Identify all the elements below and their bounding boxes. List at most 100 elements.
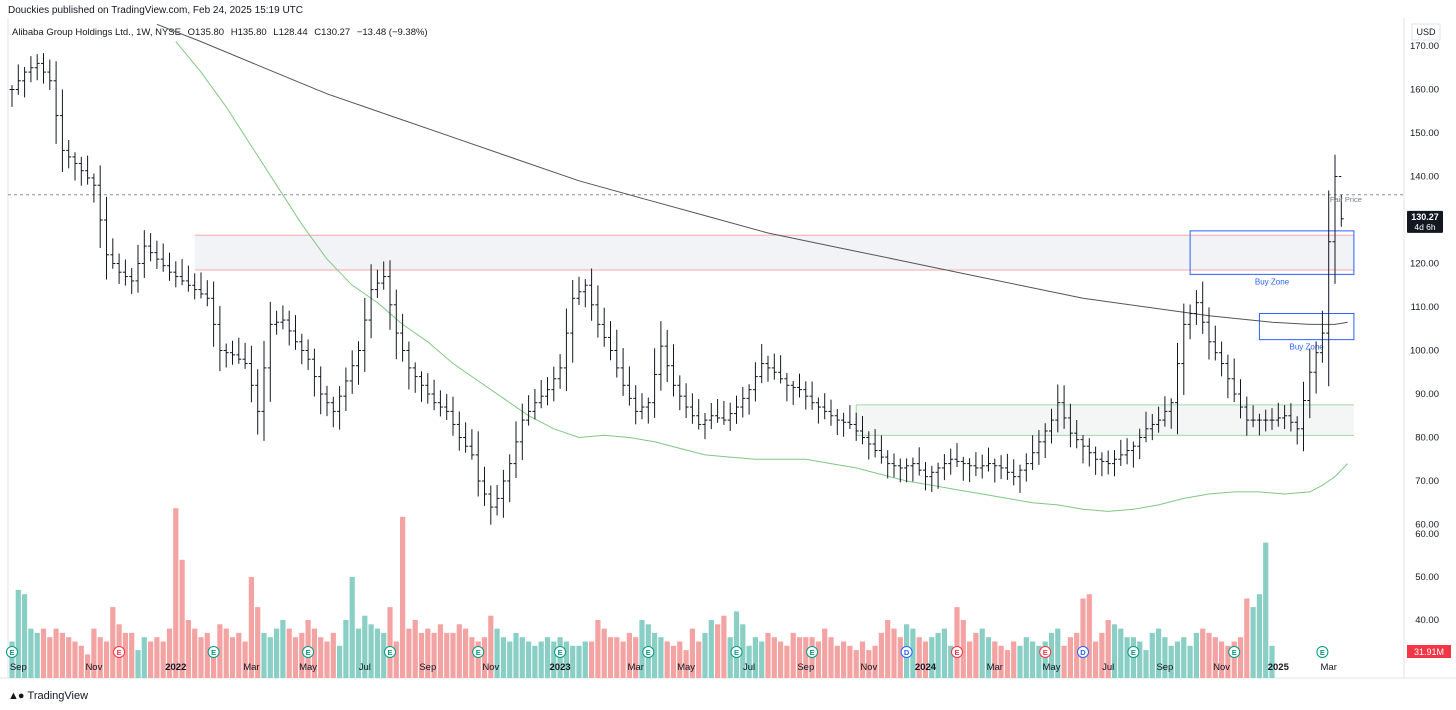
volume-bar xyxy=(1250,607,1256,678)
ohlc-bar xyxy=(1105,450,1111,475)
volume-bar xyxy=(1174,641,1181,678)
ohlc-bar xyxy=(293,315,298,350)
ohlc-bar xyxy=(633,385,639,425)
volume-bar xyxy=(431,632,437,678)
volume-bar xyxy=(28,628,34,678)
ohlc-bar xyxy=(406,341,412,390)
volume-bar xyxy=(236,632,242,678)
volume-bar xyxy=(330,632,336,678)
ohlc-bar xyxy=(280,305,286,330)
ohlc-bar xyxy=(72,152,78,181)
ohlc-bar xyxy=(853,412,859,441)
ohlc-bar xyxy=(1130,441,1136,468)
earnings-marker-label: E xyxy=(646,648,651,657)
volume-bar xyxy=(1004,650,1010,678)
ohlc-bar xyxy=(198,272,204,299)
volume-bar xyxy=(412,620,418,678)
ohlc-bar xyxy=(570,279,576,363)
ohlc-bar xyxy=(412,362,418,393)
volume-bar xyxy=(834,645,840,678)
ohlc-bar xyxy=(1149,414,1155,441)
time-tick-label: 2024 xyxy=(915,662,937,673)
price-tick-label: 150.00 xyxy=(1410,128,1439,139)
volume-bar xyxy=(1143,650,1149,678)
volume-bar xyxy=(148,641,154,678)
ohlc-bar xyxy=(1175,342,1180,435)
volume-bar xyxy=(1181,637,1187,678)
ohlc-bar xyxy=(916,447,922,476)
ohlc-bar xyxy=(626,366,632,406)
volume-bar xyxy=(841,641,847,678)
currency-box xyxy=(1411,23,1441,41)
earnings-marker xyxy=(1228,646,1241,658)
volume-bar xyxy=(941,628,947,678)
ohlc-bar xyxy=(1244,396,1250,436)
volume-bar xyxy=(1067,637,1073,678)
ohlc-bar xyxy=(614,329,620,378)
volume-bar xyxy=(400,516,406,678)
time-tick-label: Sep xyxy=(797,662,814,673)
ohlc-bar xyxy=(1187,304,1193,340)
ohlc-bar xyxy=(765,355,771,382)
price-tick-label: 140.00 xyxy=(1410,172,1439,183)
ohlc-bar xyxy=(469,429,475,460)
footer: ▲● TradingView xyxy=(8,690,88,702)
ohlc-bar xyxy=(1256,413,1262,436)
ohlc-bar xyxy=(1225,354,1231,399)
volume-bar xyxy=(626,632,632,678)
earnings-marker xyxy=(302,646,315,658)
symbol-name[interactable]: Alibaba Group Holdings Ltd., 1W, NYSE xyxy=(12,27,181,38)
ohlc-bar xyxy=(740,387,746,418)
tradingview-logo-icon[interactable]: ▲● xyxy=(8,690,25,702)
volume-bar xyxy=(1219,641,1225,678)
ohlc-bar xyxy=(85,155,91,185)
volume-bar xyxy=(299,632,305,678)
volume-bar xyxy=(948,645,954,678)
ohlc-bar xyxy=(311,348,317,397)
price-tick-label: 120.00 xyxy=(1410,259,1439,270)
buy-zone-label: Buy Zone xyxy=(1290,343,1325,352)
ohlc-bar xyxy=(645,397,651,424)
time-tick-label: 2022 xyxy=(165,662,186,673)
time-tick-label: Mar xyxy=(1321,662,1337,673)
ohlc-bar xyxy=(1074,420,1080,449)
ohlc-bar xyxy=(393,289,399,360)
ohlc-bar xyxy=(1023,453,1029,482)
ohlc-bar xyxy=(15,64,21,95)
ohlc-bar xyxy=(1338,176,1344,227)
volume-bar xyxy=(9,641,15,678)
ohlc-bar xyxy=(941,454,947,481)
volume-bar xyxy=(803,637,809,678)
earnings-marker-label: E xyxy=(954,648,959,657)
ohlc-bar xyxy=(1319,310,1325,363)
ohlc-bar xyxy=(986,447,991,472)
volume-bar xyxy=(1137,641,1143,678)
volume-bar xyxy=(1231,641,1237,678)
volume-bar xyxy=(166,628,173,678)
volume-bar xyxy=(633,637,639,678)
volume-bar xyxy=(110,607,116,678)
volume-bar xyxy=(532,645,538,678)
volume-bar xyxy=(47,637,53,678)
ohlc-bar xyxy=(948,448,954,475)
ohlc-bar xyxy=(513,421,519,478)
volume-bar xyxy=(1156,628,1162,678)
ohlc-bar xyxy=(425,373,431,404)
volume-bar xyxy=(733,611,740,678)
time-tick-label: Mar xyxy=(628,662,644,673)
volume-bar xyxy=(217,624,223,678)
volume-bar xyxy=(954,607,960,678)
volume-bar xyxy=(885,620,891,678)
volume-bar xyxy=(192,628,198,678)
volume-bar xyxy=(1124,637,1130,678)
footer-brand[interactable]: TradingView xyxy=(27,690,89,702)
price-chart[interactable]: Buy Zone Buy Zone Fair Price 60.00 70.00 80.0… xyxy=(0,18,1456,690)
ohlc-bar xyxy=(696,399,702,430)
ohlc-bar xyxy=(1099,452,1105,477)
volume-bar xyxy=(967,641,973,678)
time-tick-label: Mar xyxy=(987,662,1003,673)
earnings-marker xyxy=(384,646,396,658)
volume-bar xyxy=(607,637,614,678)
volume-bar xyxy=(267,637,273,678)
ohlc-bar xyxy=(1200,281,1206,334)
